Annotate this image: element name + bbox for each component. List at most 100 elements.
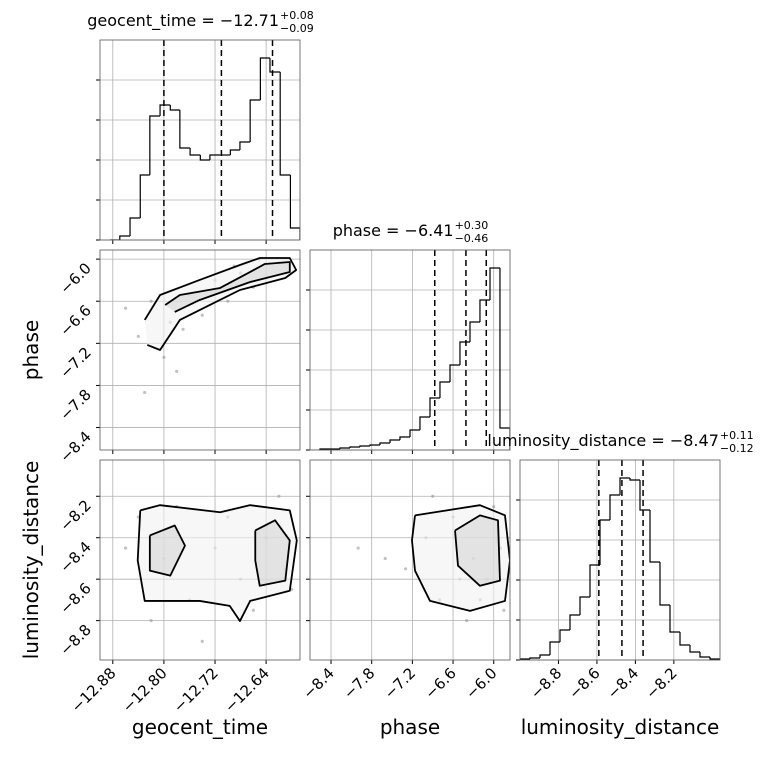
histogram-bin [209, 154, 221, 160]
histogram-bin [129, 217, 141, 236]
x-tick-label: −8.4 [299, 664, 337, 702]
histogram-bin [459, 341, 470, 365]
histogram-bin [539, 654, 550, 658]
y-tick-label: −8.4 [56, 428, 94, 466]
histogram-bin [619, 477, 630, 495]
histogram-bin [489, 267, 500, 300]
x-axis-label: luminosity_distance [521, 715, 720, 739]
y-tick-label: −7.8 [56, 386, 94, 424]
histogram-bin [279, 72, 291, 176]
histogram-bin [649, 510, 660, 563]
histogram-bin [679, 632, 690, 646]
sample-point [123, 306, 128, 310]
y-tick-label: −6.0 [56, 259, 94, 297]
sample-point [277, 494, 281, 498]
histogram-bin [199, 155, 210, 161]
histogram-bin [559, 629, 570, 642]
histogram-bin [239, 141, 251, 150]
contour [254, 519, 291, 587]
histogram-bin [589, 564, 600, 597]
histogram-bin [599, 519, 610, 565]
x-tick-label: −12.72 [170, 664, 222, 716]
histogram-bin [689, 645, 700, 653]
histogram-bin [659, 562, 670, 606]
sample-point [356, 546, 360, 550]
x-tick-label: −12.88 [68, 664, 120, 716]
histogram-bin [499, 268, 510, 450]
histogram-bin [169, 105, 180, 111]
histogram-bin [699, 652, 710, 658]
histogram-bin [469, 321, 480, 342]
sample-point [431, 494, 435, 498]
x-axis-label: phase [380, 715, 440, 739]
sample-point [465, 619, 469, 623]
sample-point [226, 299, 230, 303]
sample-point [403, 567, 408, 571]
panel: phase = −6.41 +0.30−0.46 [306, 219, 511, 454]
sample-point [502, 608, 506, 612]
y-tick-label: −8.2 [56, 496, 94, 534]
sample-point [200, 313, 204, 317]
histogram-bin [259, 57, 270, 100]
histogram-bin [419, 416, 430, 430]
histogram-bin [629, 478, 640, 481]
histogram-bin [520, 658, 530, 660]
sample-point [251, 608, 255, 612]
panel: −6.0 −6.6 −7.2 −7.8 −8.4 phase [19, 249, 301, 466]
x-tick-label: −7.8 [340, 664, 378, 702]
histogram-bin [159, 104, 171, 116]
chart-title: geocent_time = −12.71 [87, 11, 279, 31]
histogram-bin [449, 364, 460, 382]
panel: −8.8 −8.6 −8.4 −8.2 luminosity_distance lumin… [487, 429, 753, 739]
panel: −12.88 −12.80 −12.72 −12.64 −8.2 −8.4−8.6 −8.8… [19, 459, 301, 739]
contour [164, 261, 291, 313]
sample-point [175, 369, 179, 374]
sample-point [143, 390, 147, 395]
title-lower-error: −0.12 [720, 442, 754, 455]
panel-frame [99, 249, 301, 451]
x-tick-label: −8.8 [527, 664, 565, 702]
histogram-bin [269, 58, 281, 73]
plot-area [110, 40, 300, 240]
y-tick-label: −8.6 [56, 579, 94, 617]
histogram-bin [579, 596, 590, 615]
histogram-bin [569, 614, 580, 630]
panel-frame [99, 39, 301, 241]
histogram-bin [289, 175, 300, 240]
panel-frame [309, 249, 511, 451]
title-upper-error: +0.30 [455, 219, 489, 232]
plot-area [356, 494, 510, 623]
histogram-bin [349, 446, 360, 448]
histogram-bin [399, 436, 410, 440]
x-tick-label: −6.0 [462, 664, 500, 702]
chart-title: phase = −6.41 [333, 221, 454, 240]
histogram-bin [149, 115, 161, 175]
x-tick-label: −6.6 [421, 664, 459, 702]
sample-point [162, 355, 166, 359]
title-lower-error: −0.46 [455, 232, 489, 245]
panel-frame [99, 459, 301, 661]
histogram-bin [179, 110, 191, 149]
x-tick-label: −12.80 [119, 664, 171, 716]
histogram-bin [529, 657, 540, 659]
histogram-bin [139, 174, 150, 218]
sample-point [123, 546, 128, 550]
panel-frame [519, 459, 721, 661]
histogram-bin [609, 494, 620, 520]
x-tick-label: −8.4 [604, 664, 642, 702]
panel-frame [309, 459, 511, 661]
sample-point [136, 334, 140, 338]
y-tick-label: −8.8 [56, 621, 94, 659]
sample-point [492, 505, 496, 509]
histogram-bin [119, 235, 131, 240]
histogram-bin [439, 381, 450, 398]
x-tick-label: −7.2 [381, 664, 419, 702]
histogram-bin [709, 657, 720, 660]
y-axis-label: luminosity_distance [19, 461, 43, 660]
histogram-bin [639, 480, 650, 511]
histogram-bin [369, 444, 380, 446]
histogram-bin [359, 445, 370, 447]
histogram-bin [339, 447, 350, 449]
title-upper-error: +0.08 [280, 9, 314, 22]
